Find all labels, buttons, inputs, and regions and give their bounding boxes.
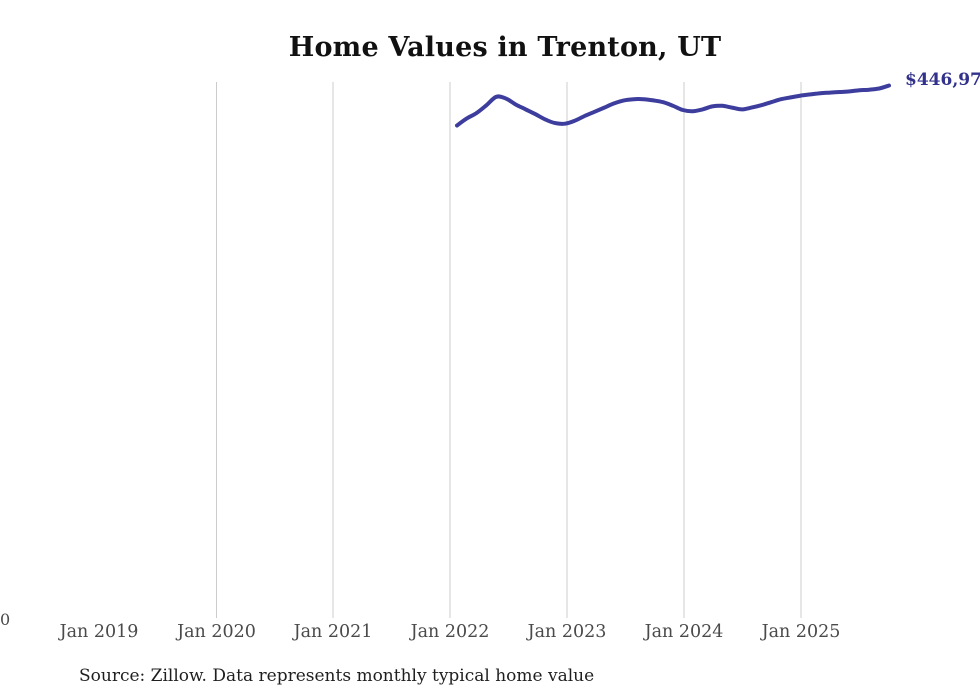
x-axis-tick: Jan 2020 — [177, 622, 256, 642]
x-axis-tick: Jan 2022 — [410, 622, 490, 642]
gridlines — [216, 82, 802, 618]
x-axis-tick: Jan 2024 — [644, 622, 724, 642]
x-axis-tick: Jan 2025 — [761, 622, 841, 642]
x-axis-tick: Jan 2019 — [59, 622, 139, 642]
y-axis-tick-zero: $0 — [0, 610, 11, 629]
x-axis-tick: Jan 2023 — [527, 622, 607, 642]
source-note: Source: Zillow. Data represents monthly … — [79, 666, 595, 686]
home-value-line — [455, 83, 891, 128]
chart-title: Home Values in Trenton, UT — [288, 32, 722, 63]
latest-value-label: $446,972 — [905, 70, 980, 90]
x-axis-tick: Jan 2021 — [293, 622, 373, 642]
